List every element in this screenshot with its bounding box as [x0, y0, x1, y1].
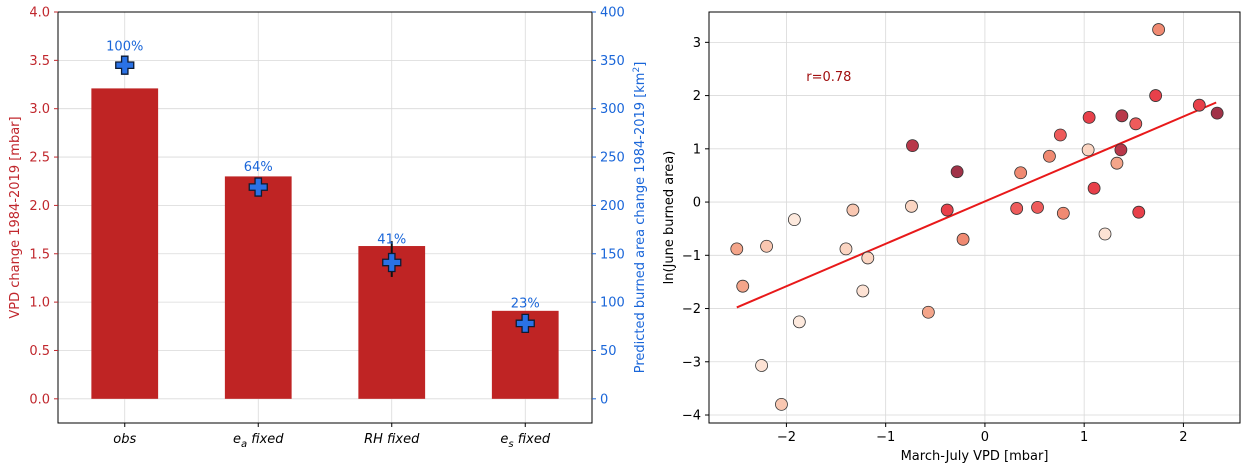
y-tick-label: 1.0 [29, 296, 50, 311]
bar-chart-panel: 100% 64% 41% 23% 0.0 0.5 1.0 1.5 2.0 2.5 3.0 3.5 4.0… [8, 6, 648, 451]
x-tick-label: ea fixed [233, 432, 284, 450]
scatter-point [856, 284, 870, 298]
y-tick-label: 1 [693, 142, 701, 157]
x-tick-label: −1 [876, 430, 895, 445]
y-tick-label: 2 [693, 89, 701, 104]
scatter-point [736, 279, 750, 293]
scatter-point [1132, 205, 1146, 219]
axes-frame [57, 11, 593, 424]
plus-marker [115, 55, 135, 75]
scatter-point [775, 397, 788, 411]
y-tick-label: 1.5 [29, 247, 50, 262]
y-tick-label: 3.5 [29, 54, 50, 69]
y-tick-label: 0.0 [29, 392, 50, 407]
fit-line [736, 101, 1217, 309]
scatter-point [792, 315, 806, 329]
y2-tick-label: 50 [600, 344, 617, 359]
bar [224, 176, 292, 399]
scatter-point [839, 242, 853, 256]
percent-label: 100% [106, 39, 143, 54]
x-tick-label: 2 [1179, 430, 1187, 445]
scatter-point [905, 199, 918, 213]
y2-tick-label: 150 [600, 247, 625, 262]
scatter-point [846, 203, 860, 217]
scatter-chart-panel: −2 −1 0 1 2 −4 −3 −2 −1 0 1 2 3 r=0.78 March-July VPD … [662, 11, 1241, 464]
y-tick-label: 3 [693, 36, 701, 51]
percent-label: 23% [511, 297, 540, 312]
scatter-point [861, 251, 875, 265]
scatter-point [1098, 227, 1112, 241]
y-tick-label: −1 [682, 249, 701, 264]
y2-tick-label: 0 [600, 392, 608, 407]
bar [91, 88, 159, 399]
correlation-annotation: r=0.78 [806, 70, 851, 85]
scatter-point [1043, 149, 1056, 163]
x-tick-label: obs [113, 432, 136, 447]
scatter-point [1149, 89, 1163, 102]
scatter-point [1056, 206, 1070, 220]
scatter-point [950, 165, 964, 179]
y-axis-label: VPD change 1984-2019 [mbar] [8, 116, 23, 318]
y-tick-label: 3.0 [29, 102, 50, 117]
x-tick-label: es fixed [500, 432, 550, 450]
scatter-point [940, 203, 954, 217]
y2-axis-label: Predicted burned area change 1984-2019 [… [632, 62, 648, 374]
scatter-point [755, 359, 769, 372]
plus-marker [382, 252, 402, 273]
scatter-point [1081, 143, 1095, 157]
y2-tick-label: 200 [600, 199, 625, 214]
x-tick-label: −2 [777, 430, 796, 445]
plus-marker [515, 313, 535, 334]
scatter-point [1115, 109, 1129, 123]
percent-label: 64% [244, 160, 273, 175]
y2-tick-label: 350 [600, 54, 625, 69]
y-tick-label: 0 [693, 196, 701, 211]
y-axis-label: ln(June burned area) [662, 151, 677, 285]
scatter-point [787, 213, 801, 227]
y-tick-label: 2.5 [29, 151, 50, 166]
scatter-point [1152, 23, 1166, 36]
x-tick-label: 0 [981, 430, 989, 445]
scatter-point [1053, 128, 1067, 142]
x-tick-label: 1 [1080, 430, 1088, 445]
scatter-point [730, 242, 744, 256]
percent-label: 41% [377, 232, 406, 247]
y-tick-label: 0.5 [29, 344, 50, 359]
x-tick-label: RH fixed [364, 432, 420, 447]
scatter-point [1087, 181, 1101, 195]
scatter-point [1010, 202, 1024, 215]
y-tick-label: 4.0 [29, 6, 50, 21]
y2-tick-label: 250 [600, 151, 625, 166]
y2-tick-label: 400 [600, 6, 625, 21]
scatter-point [1082, 111, 1096, 124]
scatter-point [1110, 156, 1124, 170]
scatter-point [760, 239, 773, 253]
axes-frame [708, 11, 1241, 424]
y-tick-label: 2.0 [29, 199, 50, 214]
plus-marker [248, 177, 268, 197]
y-tick-label: −3 [682, 355, 701, 370]
y2-tick-label: 300 [600, 102, 625, 117]
scatter-point [1129, 117, 1143, 131]
y-tick-label: −4 [682, 409, 701, 424]
x-axis-label: March-July VPD [mbar] [901, 449, 1049, 464]
y-tick-label: −2 [682, 302, 701, 317]
scatter-point [1114, 143, 1128, 157]
scatter-point [1014, 166, 1028, 180]
scatter-point [906, 139, 919, 153]
scatter-point [1210, 106, 1224, 120]
scatter-point [921, 305, 935, 319]
scatter-point [1192, 98, 1206, 112]
scatter-point [956, 232, 970, 246]
scatter-point [1031, 200, 1044, 214]
y2-tick-label: 100 [600, 296, 625, 311]
